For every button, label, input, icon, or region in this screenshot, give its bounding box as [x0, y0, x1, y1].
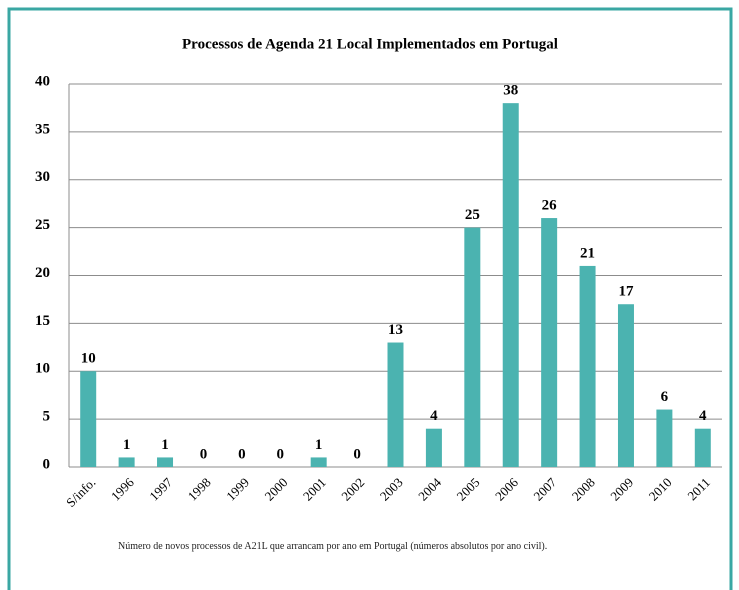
y-tick-label: 15 [35, 313, 50, 329]
bar [425, 428, 442, 467]
bar [80, 371, 97, 467]
x-tick-label: 2004 [415, 474, 444, 503]
y-tick-label: 25 [35, 217, 50, 233]
y-tick-label: 40 [35, 73, 50, 89]
x-tick-label: 1998 [185, 475, 214, 504]
bar [310, 457, 327, 467]
data-label: 0 [353, 446, 361, 462]
data-label: 38 [503, 83, 518, 99]
data-label: 4 [430, 408, 438, 424]
x-tick-label: 2006 [492, 474, 521, 503]
bar [157, 457, 174, 467]
x-tick-label: 2009 [607, 475, 636, 504]
x-tick-label: S/info. [63, 475, 98, 510]
y-tick-label: 30 [35, 169, 50, 185]
y-tick-label: 35 [35, 121, 50, 137]
data-label: 4 [699, 408, 707, 424]
data-label: 0 [277, 446, 285, 462]
x-tick-label: 2007 [530, 474, 559, 503]
x-tick-label: 2008 [569, 475, 598, 504]
x-tick-label: 2000 [262, 475, 291, 504]
data-label: 6 [661, 389, 669, 405]
data-label: 1 [161, 437, 169, 453]
y-tick-label: 0 [43, 456, 51, 472]
data-label: 1 [123, 437, 131, 453]
bar [579, 265, 596, 467]
data-label: 13 [388, 322, 403, 338]
x-tick-label: 1999 [223, 475, 252, 504]
data-label: 1 [315, 437, 323, 453]
bar [656, 409, 673, 467]
data-label: 0 [200, 446, 208, 462]
data-label: 26 [542, 197, 558, 213]
data-label: 25 [465, 207, 480, 223]
bar [617, 304, 634, 467]
data-label: 17 [618, 284, 634, 300]
x-tick-label: 1996 [108, 474, 137, 503]
bar [541, 218, 558, 467]
x-tick-label: 2005 [454, 475, 483, 504]
y-tick-label: 10 [35, 361, 50, 377]
y-tick-label: 5 [43, 409, 51, 425]
chart-title: Processos de Agenda 21 Local Implementad… [182, 36, 558, 52]
bar [118, 457, 135, 467]
x-tick-label: 2003 [377, 475, 406, 504]
x-tick-label: 2001 [300, 475, 329, 504]
bar [502, 103, 519, 468]
data-label: 10 [81, 351, 96, 367]
frame [7, 7, 733, 590]
x-tick-label: 1997 [146, 474, 175, 503]
x-tick-label: 2002 [338, 475, 367, 504]
data-label: 21 [580, 245, 595, 261]
y-tick-label: 20 [35, 265, 50, 281]
bar [694, 428, 711, 467]
x-tick-label: 2011 [684, 475, 713, 504]
x-tick-label: 2010 [646, 475, 675, 504]
bar [387, 342, 404, 467]
footnote: Número de novos processos de A21L que ar… [118, 541, 548, 552]
data-label: 0 [238, 446, 246, 462]
bar [464, 227, 481, 467]
